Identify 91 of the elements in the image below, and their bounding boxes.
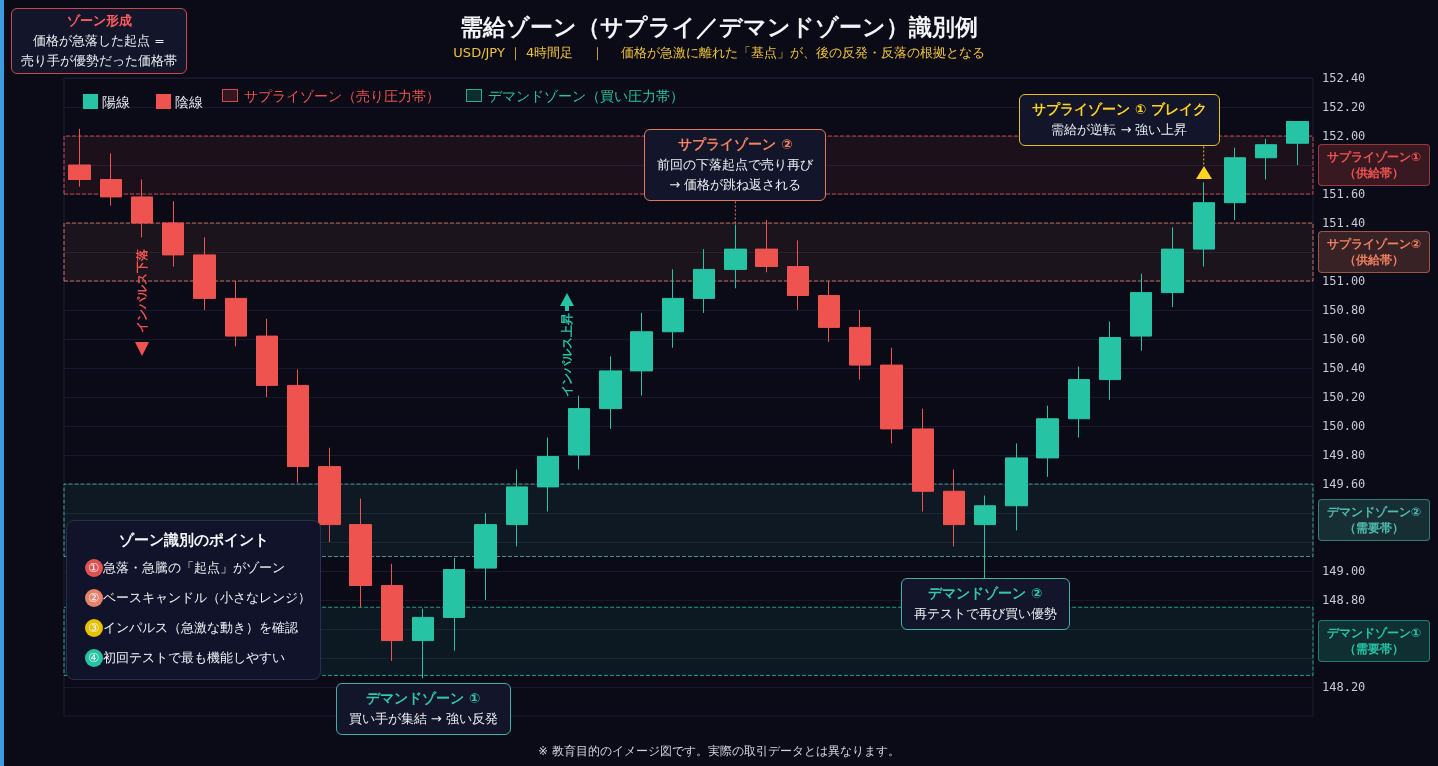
candlestick [1036,405,1059,478]
annotation: デマンドゾーン ① [365,689,482,709]
candlestick [225,280,247,347]
annotation: 需給が逆転 → 強い上昇 [1050,120,1189,139]
annotation: インパルス下落 [135,249,150,333]
candlestick [693,248,715,314]
candlestick [256,318,278,398]
candlestick [474,512,497,601]
candlestick [1099,321,1121,401]
candlestick [100,152,122,207]
y-tick-label: 152.20 [1322,100,1366,114]
candlestick [630,312,653,397]
callout-box: デマンドゾーン ① 買い手が集結 → 強い反発 [335,683,511,735]
y-tick-label: 151.60 [1322,187,1366,201]
y-tick-label: 150.00 [1322,419,1366,433]
candlestick [787,239,809,311]
legend-label: 陽線 [102,93,130,110]
y-tick-label: 149.60 [1322,477,1366,491]
annotation: ④ 初回テストで最も機能しやすい [88,650,286,665]
y-tick-label: 150.20 [1322,390,1366,404]
annotation: ③ インパルス（急激な動き）を確認 [88,620,299,635]
callout-box: デマンドゾーン ② 再テストで再び買い優勢 [900,578,1070,630]
y-tick-label: 148.20 [1322,680,1366,694]
candlestick [880,347,903,444]
note-box: ゾーン形成 価格が急落した起点 = 売り手が優勢だった価格帯 [11,8,187,74]
candlestick [318,447,341,543]
y-tick-label: 151.40 [1322,216,1366,230]
callout-box: サプライゾーン ② 前回の下落起点で売り再び → 価格が跳ね返される [644,129,827,201]
candlestick [912,408,934,513]
annotation: サプライゾーン ① ブレイク [1032,100,1207,120]
y-tick-label: 149.80 [1322,448,1366,462]
annotation: ① 急落・急騰の「起点」がゾーン [88,560,286,575]
annotation: サプライゾーン（売り圧力帯） [244,86,440,105]
annotation: ゾーン識別のポイント [117,530,270,551]
annotation: 買い手が集結 → 強い反発 [348,709,498,728]
candlestick [68,128,91,188]
candlestick [349,498,372,608]
label-box: デマンドゾーン② （需要帯） [1318,499,1430,542]
annotation: デマンドゾーン ② [927,584,1044,604]
candlestick [943,469,965,547]
callout-box: サプライゾーン ① ブレイク 需給が逆転 → 強い上昇 [1019,94,1220,146]
band-label: サプライゾーン② （供給帯） [1325,236,1423,268]
candlestick [381,563,403,662]
band-label: サプライゾーン① （供給帯） [1325,149,1423,181]
candlestick [599,355,622,430]
candlestick [1005,442,1028,531]
candlestick [443,557,465,652]
label-box: デマンドゾーン① （需要帯） [1318,620,1430,663]
y-tick-label: 151.00 [1322,274,1366,288]
y-tick-label: 150.80 [1322,303,1366,317]
candlestick [1224,147,1246,221]
candlestick [506,469,528,547]
candlestick [974,495,996,579]
candlestick [1193,181,1215,267]
candlestick [131,179,153,238]
candlestick [1286,121,1309,166]
annotation: → 価格が跳ね返される [668,175,803,194]
candlestick [818,280,840,343]
y-tick-label: 150.60 [1322,332,1366,346]
label-box: サプライゾーン① （供給帯） [1318,144,1430,186]
candlestick [193,237,216,311]
annotation: 前回の下落起点で売り再び [657,155,814,174]
candlestick [662,268,684,349]
annotation: 再テストで再び買い優勢 [913,604,1057,623]
annotation: サプライゾーン ② [677,135,794,155]
candlestick [849,309,871,381]
candlestick [537,437,559,513]
chart-title: 需給ゾーン（サプライ／デマンドゾーン）識別例 [460,13,978,40]
text: ※ 教育目的のイメージ図です。実際の取引データとは異なります。 [537,743,901,759]
legend-label: 陰線 [175,93,203,110]
band-label: デマンドゾーン② （需要帯） [1325,504,1423,537]
candlestick [755,219,778,273]
annotation: ② ベースキャンドル（小さなレンジ） [88,590,312,605]
chart-subtitle: USD/JPY ｜ 4時間足 ｜ 価格が急激に離れた「基点」が、後の反発・反落の根拠となる [453,45,985,61]
candlestick [162,200,184,267]
candlestick [1255,138,1277,180]
candlestick [1068,366,1090,439]
candlestick [568,395,590,470]
label-box: サプライゾーン② （供給帯） [1318,231,1430,273]
y-tick-label: 150.40 [1322,361,1366,375]
annotation: インパルス上昇 [559,313,574,397]
candlestick [1161,226,1184,308]
annotation: デマンドゾーン（買い圧力帯） [488,86,684,105]
candlestick [412,608,434,679]
band-label: デマンドゾーン① （需要帯） [1325,625,1423,658]
candlestick [1130,273,1152,352]
y-tick-label: 152.00 [1322,129,1366,143]
y-tick-label: 152.40 [1322,71,1366,85]
candlestick [287,368,309,484]
y-tick-label: 149.00 [1322,564,1366,578]
y-tick-label: 148.80 [1322,593,1366,607]
